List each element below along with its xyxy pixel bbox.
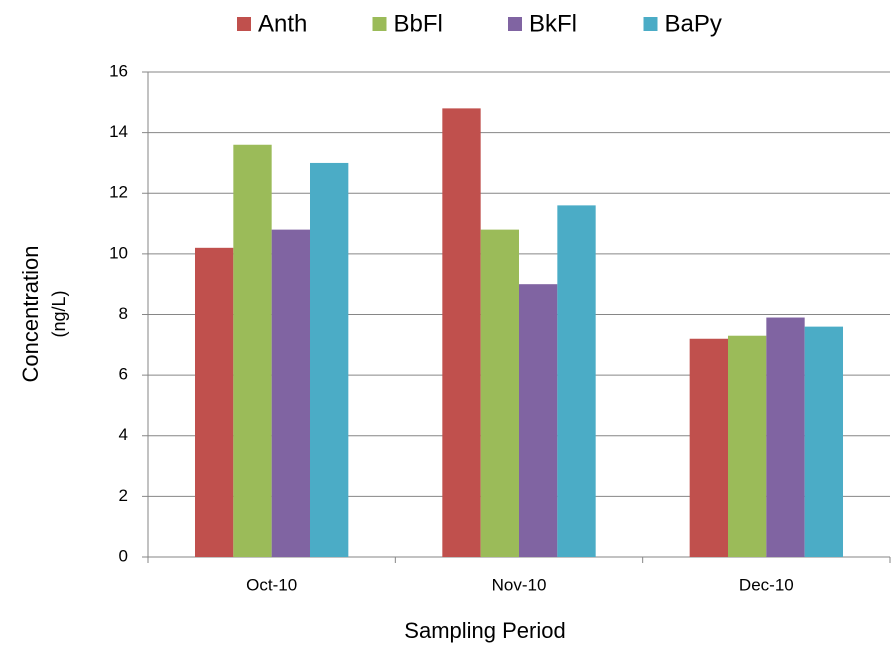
bar xyxy=(804,326,844,557)
y-tick-label: 14 xyxy=(109,122,128,141)
y-tick-label: 0 xyxy=(119,546,128,565)
legend-label: Anth xyxy=(258,10,307,37)
legend-swatch xyxy=(643,17,658,31)
legend-label: BbFl xyxy=(394,10,443,37)
y-tick-label: 8 xyxy=(119,304,128,323)
bar xyxy=(442,108,481,557)
bar xyxy=(194,247,234,557)
bar xyxy=(766,317,805,557)
bar xyxy=(727,335,767,557)
y-tick-label: 2 xyxy=(119,486,128,505)
y-axis-title: Concentration xyxy=(18,246,43,383)
bar xyxy=(480,229,519,557)
y-tick-label: 6 xyxy=(119,365,128,384)
bar xyxy=(310,162,349,557)
x-tick-label: Nov-10 xyxy=(492,575,547,594)
y-tick-label: 4 xyxy=(119,425,128,444)
legend-swatch xyxy=(508,17,522,31)
legend-swatch xyxy=(237,17,251,31)
bar xyxy=(519,284,558,557)
bar xyxy=(557,205,596,557)
y-tick-label: 10 xyxy=(109,243,128,262)
x-tick-label: Dec-10 xyxy=(739,575,794,594)
y-tick-label: 12 xyxy=(109,183,128,202)
bar xyxy=(689,338,728,557)
x-axis-title: Sampling Period xyxy=(404,618,565,643)
legend-label: BkFl xyxy=(529,10,577,37)
bar xyxy=(233,144,272,557)
bar xyxy=(271,229,311,557)
x-tick-label: Oct-10 xyxy=(246,575,297,594)
y-axis-title: (ng/L) xyxy=(49,290,69,337)
y-tick-label: 16 xyxy=(109,61,128,80)
legend-swatch xyxy=(372,17,387,31)
legend-label: BaPy xyxy=(665,10,722,37)
